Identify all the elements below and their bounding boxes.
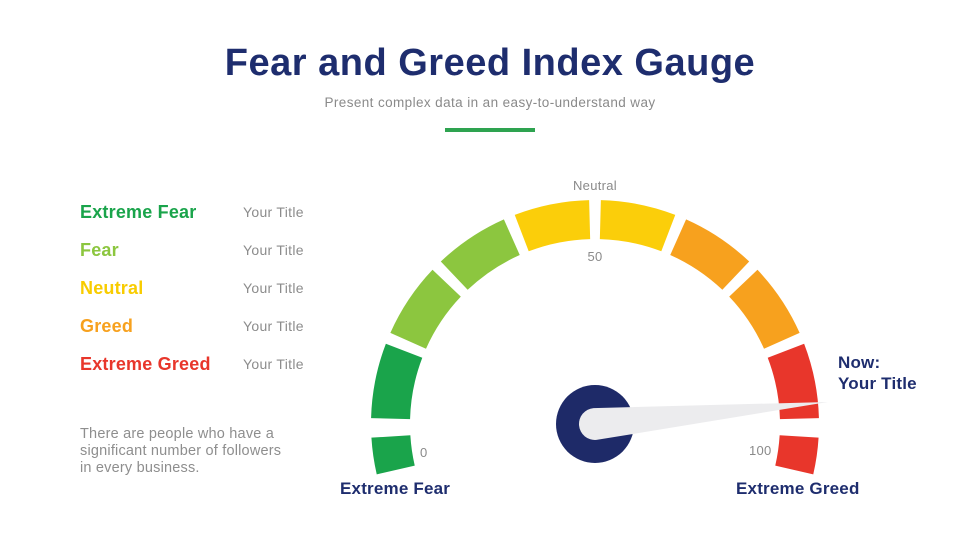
gauge-tick-max: 100: [749, 443, 772, 458]
gauge-segment-extreme-greed: [775, 435, 819, 475]
gauge-segment-extreme-greed: [767, 343, 819, 420]
legend-your-title: Your Title: [243, 356, 304, 372]
gauge-min-label: Extreme Fear: [340, 479, 451, 498]
gauge-tick-min: 0: [420, 445, 428, 460]
gauge-segment-neutral: [514, 200, 591, 252]
gauge-tick-mid: 50: [587, 249, 603, 264]
page-subtitle: Present complex data in an easy-to-under…: [324, 95, 656, 110]
legend-row: Extreme Greed Your Title: [80, 345, 304, 383]
legend-your-title: Your Title: [243, 204, 304, 220]
title-divider: [445, 128, 535, 132]
gauge-max-label: Extreme Greed: [736, 479, 860, 498]
legend-your-title: Your Title: [243, 280, 304, 296]
header: Fear and Greed Index Gauge Present compl…: [0, 0, 980, 132]
legend-category-label: Extreme Greed: [80, 353, 211, 374]
gauge-segment-neutral: [599, 200, 676, 252]
gauge-segment-fear: [390, 269, 461, 349]
gauge-segment-extreme-fear: [371, 343, 423, 420]
page-title: Fear and Greed Index Gauge: [224, 42, 756, 84]
legend-category-label: Extreme Fear: [80, 201, 197, 222]
gauge-top-label: Neutral: [572, 178, 617, 193]
legend: Extreme Fear Your Title Fear Your Title …: [80, 193, 304, 383]
gauge-segment-fear: [440, 219, 520, 290]
legend-category-label: Greed: [80, 315, 134, 336]
gauge-segment-greed: [729, 269, 800, 349]
legend-category-label: Neutral: [80, 277, 144, 298]
legend-your-title: Your Title: [243, 242, 304, 258]
legend-category-label: Fear: [80, 239, 119, 260]
legend-row: Neutral Your Title: [80, 269, 304, 307]
needle-annotation-line2: Your Title: [838, 374, 917, 393]
legend-your-title: Your Title: [243, 318, 304, 334]
needle-annotation: Now: Your Title: [838, 352, 917, 394]
gauge-needle: [578, 401, 828, 441]
gauge-segment-greed: [670, 219, 750, 290]
needle-annotation-line1: Now:: [838, 353, 881, 372]
description-text: There are people who have a significant …: [80, 426, 282, 476]
legend-row: Extreme Fear Your Title: [80, 193, 304, 231]
legend-row: Fear Your Title: [80, 231, 304, 269]
legend-row: Greed Your Title: [80, 307, 304, 345]
gauge-segment-extreme-fear: [371, 435, 415, 475]
